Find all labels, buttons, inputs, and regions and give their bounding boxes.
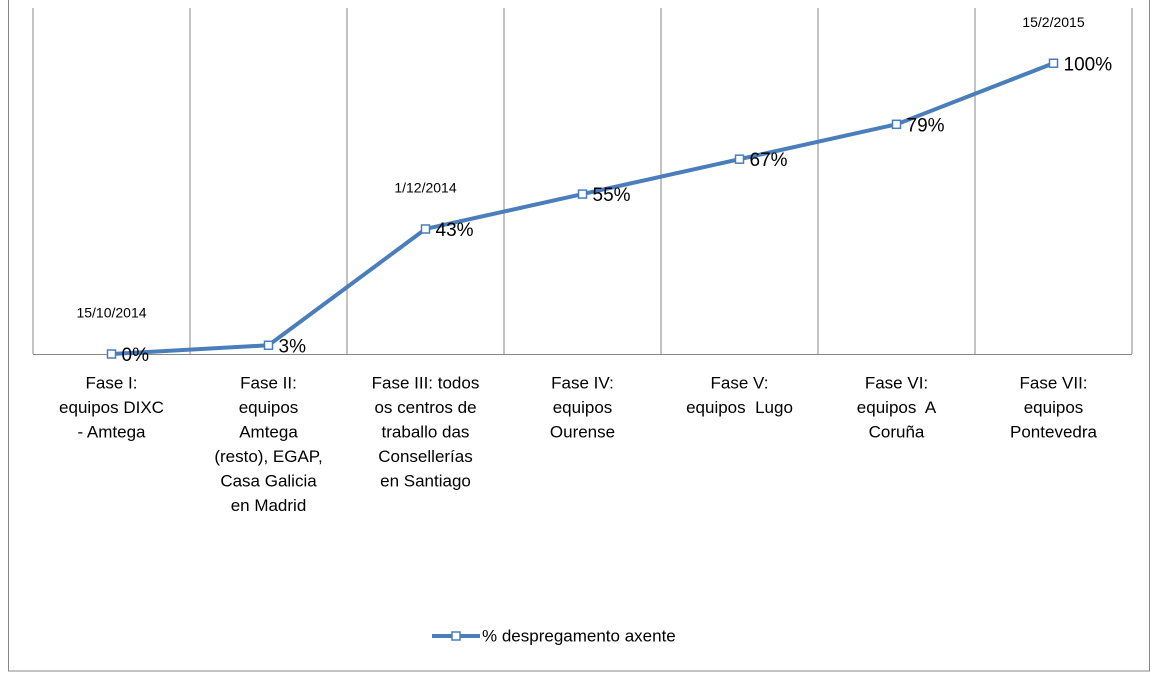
x-tick-label: (resto), EGAP, xyxy=(214,447,322,466)
x-tick-label: Casa Galicia xyxy=(220,471,317,490)
x-tick-label: en Santiago xyxy=(380,471,471,490)
data-label: 43% xyxy=(436,220,474,241)
x-tick-label: Amtega xyxy=(239,422,298,441)
x-tick-label: equipos A xyxy=(857,398,937,417)
point-annotation: 1/12/2014 xyxy=(394,180,456,196)
x-tick-label: equipos xyxy=(553,398,613,417)
point-marker xyxy=(420,224,431,234)
data-label: 67% xyxy=(750,150,788,171)
x-tick-label: equipos DIXC xyxy=(59,398,164,417)
x-tick-label: en Madrid xyxy=(231,496,307,515)
legend-label: % despregamento axente xyxy=(482,626,676,645)
x-tick-label: Fase VI: xyxy=(865,373,928,392)
point-marker xyxy=(734,154,745,164)
x-tick-label: - Amtega xyxy=(77,422,146,441)
point-marker xyxy=(891,119,902,130)
x-tick-label: Coruña xyxy=(869,422,925,441)
point-marker xyxy=(577,189,588,199)
point-marker xyxy=(106,349,117,359)
data-label: 100% xyxy=(1064,54,1113,75)
x-tick-label: Fase I: xyxy=(86,373,138,392)
data-label: 79% xyxy=(907,115,945,136)
x-tick-label: Consellerías xyxy=(378,447,473,466)
x-tick-label: Fase IV: xyxy=(551,373,614,392)
point-annotation: 15/10/2014 xyxy=(76,305,146,321)
x-tick-label: equipos Lugo xyxy=(686,398,793,417)
data-label: 0% xyxy=(122,345,150,366)
legend-marker xyxy=(451,631,461,641)
x-tick-label: equipos xyxy=(1024,398,1084,417)
x-tick-label: traballo das xyxy=(382,422,470,441)
data-label: 55% xyxy=(593,185,631,206)
x-tick-label: Ourense xyxy=(550,422,615,441)
x-tick-label: Pontevedra xyxy=(1010,422,1097,441)
point-marker xyxy=(263,340,274,351)
point-annotation: 15/2/2015 xyxy=(1022,14,1084,30)
x-tick-label: Fase III: todos xyxy=(372,373,480,392)
data-label: 3% xyxy=(279,336,307,357)
x-tick-label: Fase VII: xyxy=(1019,373,1087,392)
x-tick-label: Fase II: xyxy=(240,373,297,392)
chart-border xyxy=(8,0,1150,672)
x-tick-label: Fase V: xyxy=(711,373,769,392)
x-tick-label: equipos xyxy=(239,398,299,417)
point-marker xyxy=(1048,58,1059,68)
x-tick-label: os centros de xyxy=(374,398,476,417)
